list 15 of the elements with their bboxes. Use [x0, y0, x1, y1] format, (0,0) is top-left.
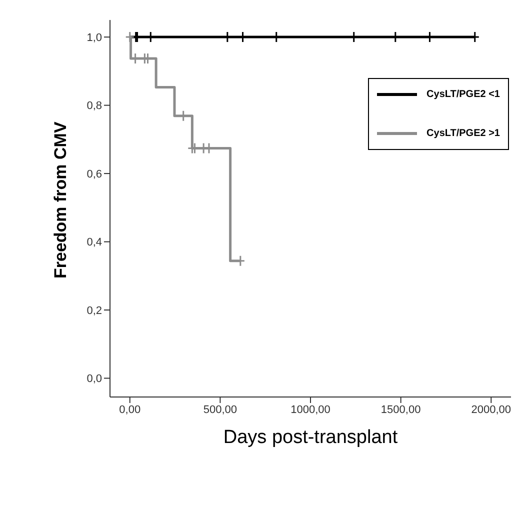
legend-label: CysLT/PGE2 >1 [426, 128, 500, 139]
y-tick-label: 0,0 [86, 373, 102, 386]
x-tick-label: 1500,00 [380, 404, 421, 416]
y-tick-label: 0,2 [86, 304, 102, 317]
x-tick-label: 2000,00 [471, 404, 512, 416]
x-axis-title: Days post-transplant [223, 427, 398, 448]
y-tick-label: 1,0 [86, 32, 102, 44]
y-tick-label: 0,6 [86, 168, 102, 180]
y-axis-title: Freedom from CMV [51, 121, 70, 278]
y-tick-label: 0,4 [86, 236, 102, 249]
legend-label: CysLT/PGE2 <1 [426, 89, 500, 100]
x-tick-label: 0,00 [119, 404, 141, 416]
x-tick-label: 500,00 [203, 404, 238, 416]
x-tick-label: 1000,00 [290, 404, 330, 416]
y-tick-label: 0,8 [86, 100, 102, 112]
